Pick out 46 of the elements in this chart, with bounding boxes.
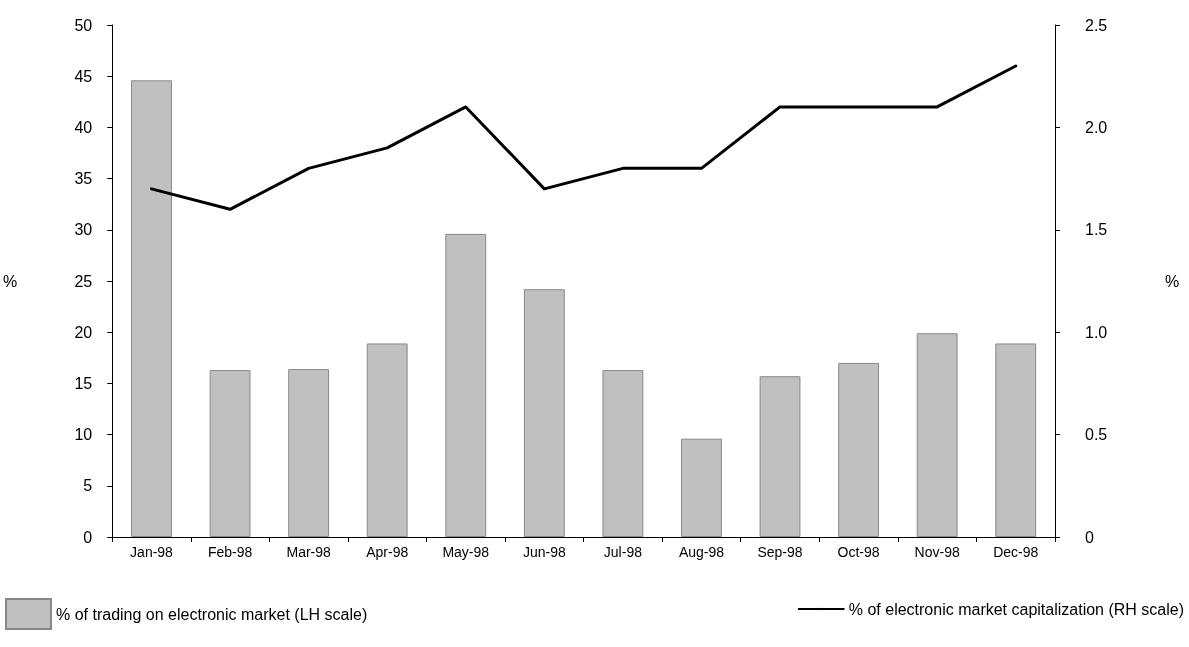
y-tick-label: 10 bbox=[74, 426, 93, 444]
y-tick-label: 35 bbox=[74, 170, 93, 188]
y-tick-label: 0 bbox=[83, 528, 93, 546]
bar bbox=[445, 233, 487, 537]
bar bbox=[759, 376, 801, 537]
x-tick-label: Aug-98 bbox=[678, 544, 725, 560]
y2-axis-title: % bbox=[1165, 272, 1180, 290]
x-tick-label: Jul-98 bbox=[603, 544, 643, 560]
bar bbox=[366, 343, 408, 537]
x-tick-label: Oct-98 bbox=[837, 544, 880, 560]
x-tick-label: Dec-98 bbox=[993, 544, 1039, 560]
x-tick-label: Jun-98 bbox=[522, 544, 566, 560]
x-tick-label: May-98 bbox=[442, 544, 490, 560]
x-tick-label: Jan-98 bbox=[130, 544, 174, 560]
bar bbox=[838, 362, 880, 537]
y2-tick-label: 1.5 bbox=[1085, 221, 1108, 239]
bar bbox=[602, 370, 644, 537]
y-tick-label: 40 bbox=[74, 118, 93, 136]
bar bbox=[131, 80, 172, 537]
y2-tick-label: 2.5 bbox=[1085, 16, 1108, 34]
y2-tick-label: 0 bbox=[1085, 528, 1094, 546]
y-tick-label: 25 bbox=[74, 272, 93, 290]
bar bbox=[288, 369, 330, 537]
legend-label: % of electronic market capitalization (RH scale) bbox=[848, 600, 1184, 618]
legend-label: % of trading on electronic market (LH scale) bbox=[56, 605, 368, 623]
x-tick-label: Mar-98 bbox=[286, 544, 332, 560]
x-tick-label: Apr-98 bbox=[366, 544, 409, 560]
y-tick-label: 30 bbox=[74, 221, 93, 239]
y-tick-label: 20 bbox=[74, 323, 93, 341]
bar bbox=[523, 289, 565, 537]
line-series bbox=[150, 64, 1018, 211]
bar bbox=[209, 370, 251, 537]
y-axis-title: % bbox=[2, 272, 18, 290]
y2-tick-label: 0.5 bbox=[1085, 426, 1108, 444]
y-tick-label: 5 bbox=[83, 477, 93, 495]
x-tick-label: Sep-98 bbox=[757, 544, 803, 560]
y-tick-label: 15 bbox=[74, 374, 93, 392]
y2-tick-label: 1.0 bbox=[1085, 323, 1108, 341]
bar bbox=[681, 438, 722, 537]
y-tick-label: 45 bbox=[74, 67, 93, 85]
x-tick-label: Nov-98 bbox=[914, 544, 960, 560]
y-tick-label: 50 bbox=[74, 16, 93, 34]
x-tick-label: Feb-98 bbox=[207, 544, 253, 560]
bar bbox=[916, 333, 958, 537]
y2-tick-label: 2.0 bbox=[1085, 118, 1108, 136]
bar bbox=[995, 343, 1037, 537]
